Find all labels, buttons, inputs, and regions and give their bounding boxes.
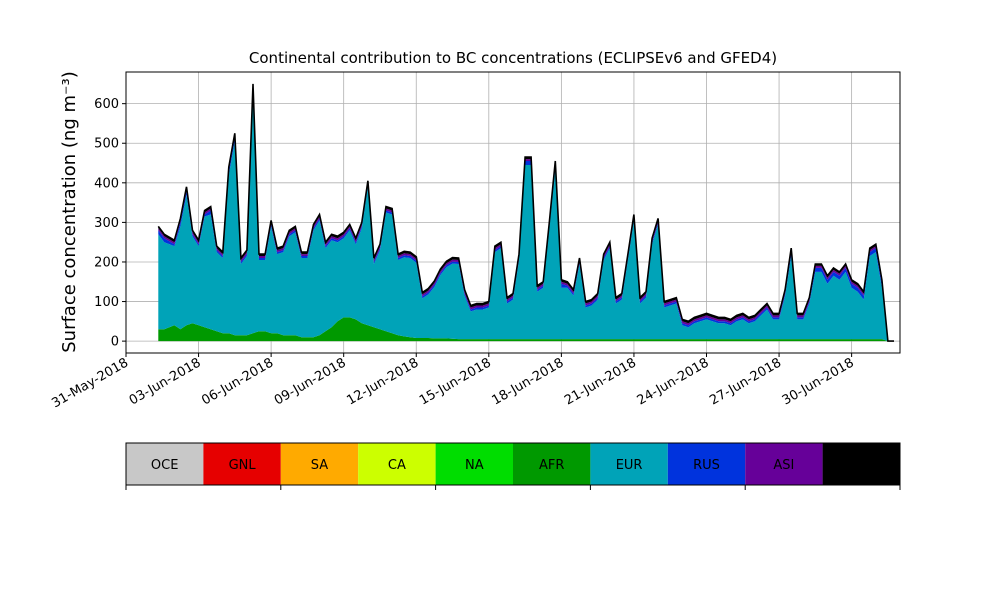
legend-swatch-rus [667,443,746,485]
legend-label-asi: ASI [773,458,794,473]
x-tick-label: 06-Jun-2018 [199,355,276,408]
y-tick-label: 300 [94,216,119,231]
legend-label-rus: RUS [693,458,720,473]
legend-swatch-afr [513,443,591,485]
area-afr [158,317,895,342]
legend-label-gnl: GNL [229,458,257,473]
x-tick-label: 21-Jun-2018 [562,355,639,408]
area-eur [158,91,895,342]
chart-title: Continental contribution to BC concentra… [249,49,777,67]
legend-swatch-aus [822,443,900,485]
x-tick-label: 09-Jun-2018 [272,355,349,408]
legend-label-eur: EUR [616,458,643,473]
plot-area: 31-May-201803-Jun-201806-Jun-201809-Jun-… [49,71,901,411]
legend-swatch-sa [280,443,359,485]
legend-swatch-asi [745,443,823,485]
stacked-areas [157,83,895,342]
y-axis: 0 100 200 300 400 500 600 [94,97,126,350]
legend-swatch-ca [358,443,436,485]
x-tick-label: 24-Jun-2018 [635,355,712,408]
legend-label-ca: CA [388,458,406,473]
x-tick-label: 27-Jun-2018 [707,355,784,408]
legend-label-oce: OCE [151,458,179,473]
legend-swatch-na [435,443,513,485]
x-tick-label: 18-Jun-2018 [490,355,567,408]
x-tick-label: 03-Jun-2018 [127,355,204,408]
x-tick-label: 12-Jun-2018 [344,355,421,408]
y-tick-label: 100 [94,295,119,310]
y-tick-label: 0 [111,335,119,350]
x-tick-label: 15-Jun-2018 [417,355,494,408]
legend-frame [125,442,901,486]
legend-swatch-gnl [203,443,281,485]
legend: OCE GNL SA CA NA AFR EUR RUS ASI AUS [125,442,901,490]
x-tick-label: 31-May-2018 [49,355,131,411]
x-axis: 31-May-201803-Jun-201806-Jun-201809-Jun-… [49,353,857,411]
legend-label-afr: AFR [539,458,564,473]
legend-label-sa: SA [311,458,328,473]
y-tick-label: 200 [94,255,119,270]
y-tick-label: 500 [94,137,119,152]
x-tick-label: 30-Jun-2018 [780,355,857,408]
axes-frame [125,71,901,354]
total-line [157,83,894,342]
legend-label-na: NA [465,458,484,473]
legend-label-aus: AUS [848,458,875,473]
y-axis-label: Surface concentration (ng m⁻³) [59,71,80,353]
legend-swatch-oce [126,443,204,485]
y-tick-label: 600 [94,97,119,112]
y-tick-label: 400 [94,176,119,191]
legend-swatch-eur [590,443,668,485]
